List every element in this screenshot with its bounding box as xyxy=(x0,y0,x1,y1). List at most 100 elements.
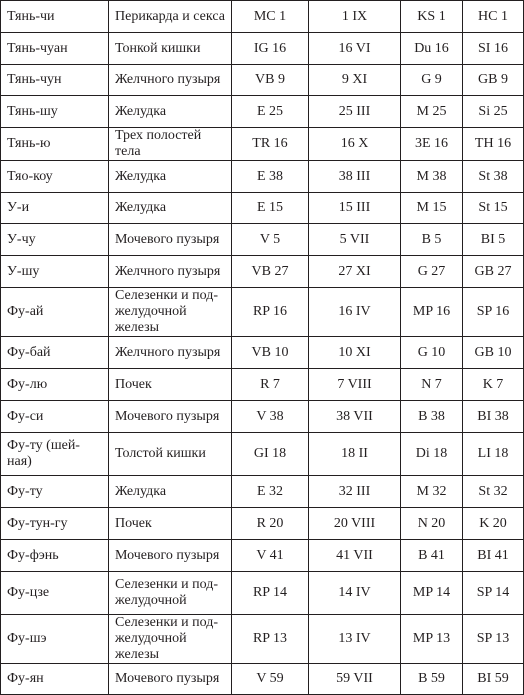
code-roman-cell: 1 IX xyxy=(308,0,401,33)
table-row: Фу-бай Желчного пузыря VB 10 10 XI G 10 GB 10 xyxy=(0,336,524,369)
code-roman-cell: 25 III xyxy=(308,95,401,128)
code-english-cell: SP 13 xyxy=(462,614,524,664)
point-name-cell: У-чу xyxy=(0,223,109,256)
meridian-cell: Почек xyxy=(108,368,232,401)
table-row: Фу-фэнь Мочевого пузыря V 41 41 VII B 41 BI 4… xyxy=(0,539,524,572)
code-french-cell: V 38 xyxy=(231,400,309,433)
code-english-cell: BI 41 xyxy=(462,539,524,572)
code-french-cell: R 20 xyxy=(231,507,309,540)
code-french-cell: E 38 xyxy=(231,160,309,193)
code-english-cell: LI 18 xyxy=(462,432,524,476)
point-name-cell: Фу-фэнь xyxy=(0,539,109,572)
meridian-cell: Желчного пузыря xyxy=(108,336,232,369)
meridian-cell: Толстой кишки xyxy=(108,432,232,476)
code-german-cell: Du 16 xyxy=(400,32,463,65)
meridian-cell: Почек xyxy=(108,507,232,540)
code-french-cell: E 15 xyxy=(231,192,309,224)
code-german-cell: KS 1 xyxy=(400,0,463,33)
code-roman-cell: 38 III xyxy=(308,160,401,193)
code-english-cell: TH 16 xyxy=(462,127,524,161)
code-roman-cell: 9 XI xyxy=(308,64,401,96)
code-german-cell: N 7 xyxy=(400,368,463,401)
code-english-cell: GB 10 xyxy=(462,336,524,369)
code-german-cell: MP 16 xyxy=(400,287,463,337)
code-roman-cell: 5 VII xyxy=(308,223,401,256)
code-roman-cell: 15 III xyxy=(308,192,401,224)
table-row: Фу-си Мочевого пузыря V 38 38 VII B 38 BI 38 xyxy=(0,400,524,433)
meridian-cell: Селезенки и под-желудочной железы xyxy=(108,287,232,337)
code-german-cell: MP 14 xyxy=(400,571,463,615)
point-name-cell: Фу-ту xyxy=(0,475,109,508)
code-roman-cell: 7 VIII xyxy=(308,368,401,401)
point-name-cell: Тянь-чуан xyxy=(0,32,109,65)
code-french-cell: MC 1 xyxy=(231,0,309,33)
point-name-cell: Фу-ту (шей-ная) xyxy=(0,432,109,476)
point-name-cell: Тянь-чи xyxy=(0,0,109,33)
code-english-cell: St 15 xyxy=(462,192,524,224)
meridian-cell: Желчного пузыря xyxy=(108,64,232,96)
meridian-cell: Селезенки и под-желудочной железы xyxy=(108,614,232,664)
code-german-cell: B 59 xyxy=(400,663,463,695)
point-name-cell: Фу-ян xyxy=(0,663,109,695)
meridian-cell: Мочевого пузыря xyxy=(108,223,232,256)
table-row: Фу-тун-гу Почек R 20 20 VIII N 20 K 20 xyxy=(0,507,524,540)
code-french-cell: E 32 xyxy=(231,475,309,508)
point-name-cell: Фу-лю xyxy=(0,368,109,401)
code-roman-cell: 10 XI xyxy=(308,336,401,369)
code-english-cell: K 7 xyxy=(462,368,524,401)
meridian-cell: Желудка xyxy=(108,160,232,193)
meridian-cell: Перикарда и секса xyxy=(108,0,232,33)
code-french-cell: V 59 xyxy=(231,663,309,695)
meridian-cell: Мочевого пузыря xyxy=(108,539,232,572)
code-english-cell: SP 16 xyxy=(462,287,524,337)
code-roman-cell: 16 IV xyxy=(308,287,401,337)
code-english-cell: K 20 xyxy=(462,507,524,540)
meridian-cell: Желудка xyxy=(108,475,232,508)
point-name-cell: Фу-ай xyxy=(0,287,109,337)
meridian-cell: Тонкой кишки xyxy=(108,32,232,65)
code-english-cell: BI 5 xyxy=(462,223,524,256)
code-german-cell: 3E 16 xyxy=(400,127,463,161)
code-french-cell: GI 18 xyxy=(231,432,309,476)
code-french-cell: E 25 xyxy=(231,95,309,128)
code-french-cell: RP 13 xyxy=(231,614,309,664)
meridian-cell: Желудка xyxy=(108,95,232,128)
code-german-cell: B 5 xyxy=(400,223,463,256)
code-french-cell: RP 14 xyxy=(231,571,309,615)
code-french-cell: VB 27 xyxy=(231,255,309,288)
point-name-cell: Фу-шэ xyxy=(0,614,109,664)
code-german-cell: G 27 xyxy=(400,255,463,288)
point-name-cell: Тянь-чун xyxy=(0,64,109,96)
table-row: Фу-ту Желудка E 32 32 III M 32 St 32 xyxy=(0,475,524,508)
code-french-cell: IG 16 xyxy=(231,32,309,65)
code-roman-cell: 16 X xyxy=(308,127,401,161)
code-english-cell: HC 1 xyxy=(462,0,524,33)
table-row: Фу-ян Мочевого пузыря V 59 59 VII B 59 BI 59 xyxy=(0,663,524,695)
code-french-cell: VB 9 xyxy=(231,64,309,96)
code-roman-cell: 27 XI xyxy=(308,255,401,288)
code-english-cell: BI 38 xyxy=(462,400,524,433)
code-roman-cell: 59 VII xyxy=(308,663,401,695)
code-roman-cell: 14 IV xyxy=(308,571,401,615)
meridian-cell: Мочевого пузыря xyxy=(108,663,232,695)
point-name-cell: У-шу xyxy=(0,255,109,288)
code-german-cell: M 38 xyxy=(400,160,463,193)
table-row: У-шу Желчного пузыря VB 27 27 XI G 27 GB 27 xyxy=(0,255,524,288)
point-name-cell: Фу-бай xyxy=(0,336,109,369)
table-row: Тянь-шу Желудка E 25 25 III M 25 Si 25 xyxy=(0,95,524,128)
point-name-cell: У-и xyxy=(0,192,109,224)
code-roman-cell: 41 VII xyxy=(308,539,401,572)
meridian-cell: Мочевого пузыря xyxy=(108,400,232,433)
meridian-cell: Желчного пузыря xyxy=(108,255,232,288)
code-english-cell: SP 14 xyxy=(462,571,524,615)
point-name-cell: Фу-тун-гу xyxy=(0,507,109,540)
point-name-cell: Тянь-ю xyxy=(0,127,109,161)
code-french-cell: V 41 xyxy=(231,539,309,572)
code-english-cell: BI 59 xyxy=(462,663,524,695)
